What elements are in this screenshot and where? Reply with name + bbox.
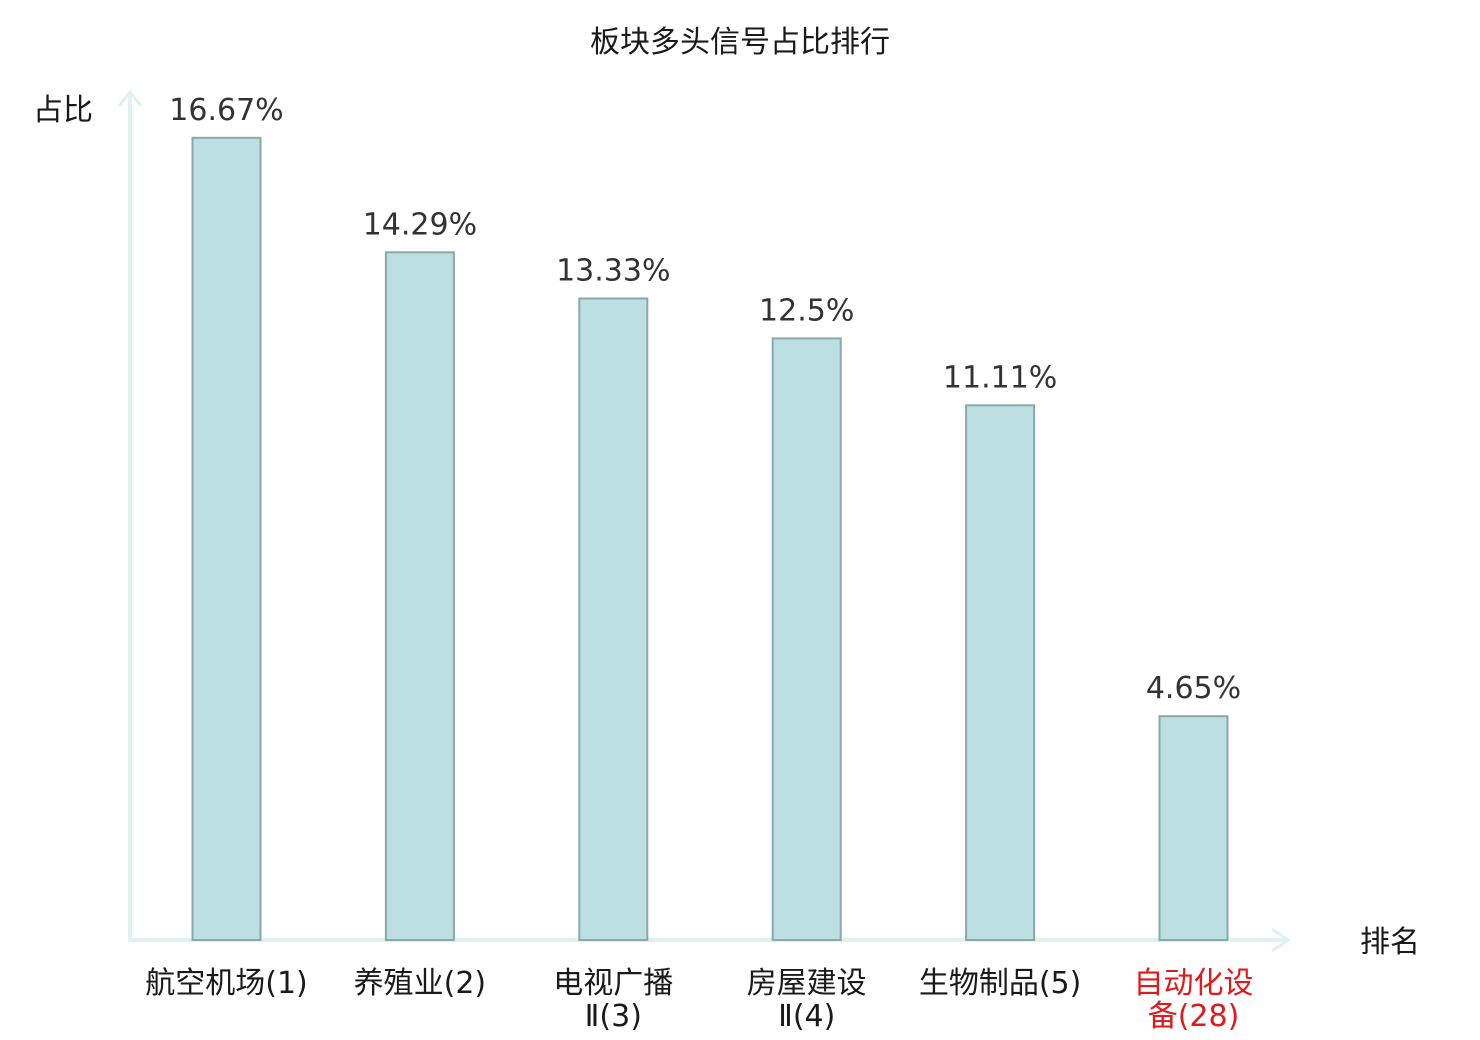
x-axis-arrow bbox=[1271, 927, 1291, 953]
value-labels-group: 16.67% 14.29% 13.33% 12.5% 11.11% 4.65% bbox=[169, 93, 1241, 706]
bar bbox=[1158, 715, 1229, 942]
bar bbox=[191, 136, 262, 942]
value-label: 14.29% bbox=[363, 207, 477, 242]
category-label: 备(28) bbox=[1148, 999, 1240, 1034]
category-label: 电视广播 bbox=[553, 966, 673, 1001]
x-axis bbox=[128, 927, 1291, 953]
value-label: 13.33% bbox=[556, 254, 670, 289]
value-label: 4.65% bbox=[1146, 671, 1241, 706]
category-label: 航空机场(1) bbox=[145, 966, 308, 1001]
x-axis-label: 排名 bbox=[1360, 925, 1420, 960]
category-label: 房屋建设 bbox=[747, 966, 867, 1001]
bar bbox=[965, 404, 1036, 941]
bar bbox=[384, 251, 455, 942]
chart-title: 板块多头信号占比排行 bbox=[590, 25, 890, 60]
y-axis bbox=[117, 89, 143, 940]
category-label: 养殖业(2) bbox=[354, 966, 487, 1001]
value-label: 12.5% bbox=[759, 293, 854, 328]
category-label: Ⅱ(3) bbox=[585, 999, 642, 1034]
bar bbox=[771, 337, 842, 941]
bar bbox=[578, 297, 649, 941]
bars-group bbox=[191, 136, 1229, 942]
category-label: 生物制品(5) bbox=[919, 966, 1082, 1001]
y-axis-label: 占比 bbox=[33, 93, 93, 128]
y-axis-arrow bbox=[117, 89, 143, 107]
category-label: 自动化设 bbox=[1134, 966, 1254, 1001]
value-label: 11.11% bbox=[943, 360, 1057, 395]
value-label: 16.67% bbox=[169, 93, 283, 128]
category-label: Ⅱ(4) bbox=[778, 999, 835, 1034]
